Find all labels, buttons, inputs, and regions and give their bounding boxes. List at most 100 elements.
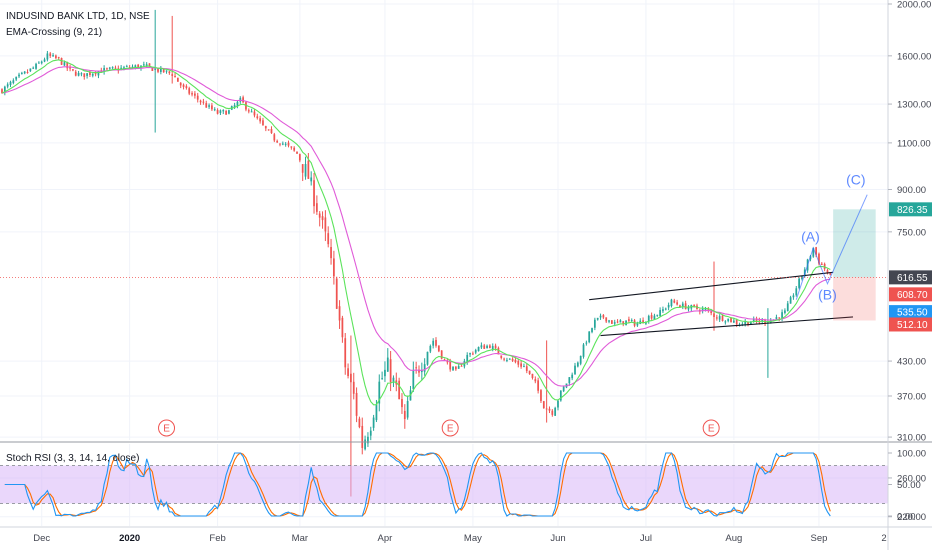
candle-body <box>106 68 108 70</box>
candle-body <box>37 62 40 64</box>
candle-body <box>786 303 789 312</box>
candle-body <box>579 355 582 364</box>
price-tag-label: 616.55 <box>897 273 928 284</box>
wave-label: (B) <box>818 287 837 303</box>
candle-body <box>679 305 681 308</box>
candle-body <box>588 331 591 343</box>
candle-body <box>511 358 514 361</box>
candle-body <box>420 370 423 373</box>
candle-body <box>43 59 46 62</box>
candle-body <box>818 253 820 264</box>
candle-body <box>330 247 332 259</box>
candle-body <box>616 321 619 323</box>
x-tick-label: Sep <box>811 533 828 544</box>
candle-body <box>710 311 713 314</box>
candle-body <box>426 351 429 365</box>
candle-body <box>188 88 191 94</box>
candle-body <box>523 366 525 368</box>
candle-body <box>724 321 727 323</box>
candle-body <box>443 359 446 361</box>
price-tag <box>889 270 932 285</box>
ema-fast-line <box>1 59 831 406</box>
candle-body <box>650 315 653 319</box>
symbol-title: INDUSIND BANK LTD, 1D, NSE <box>6 11 150 22</box>
candle-body <box>500 355 503 358</box>
candle-body <box>647 315 650 322</box>
candle-body <box>296 151 298 154</box>
candle-body <box>701 308 704 311</box>
candle-body <box>83 73 86 77</box>
candle-body <box>820 263 823 265</box>
candle-body <box>389 359 392 383</box>
candle-body <box>290 146 293 148</box>
candle-body <box>259 118 262 122</box>
candle-body <box>352 381 355 394</box>
candle-body <box>247 110 250 112</box>
candle-body <box>628 319 630 321</box>
candle-body <box>236 101 239 107</box>
candle-body <box>1 89 3 94</box>
target-profit-zone <box>833 209 876 278</box>
candle-body <box>619 320 622 323</box>
candle-body <box>514 359 517 363</box>
candle-body <box>49 53 52 56</box>
candle-body <box>301 164 304 173</box>
candle-body <box>114 67 117 69</box>
candle-body <box>418 369 420 373</box>
candle-body <box>46 53 49 60</box>
x-tick-label: Jul <box>640 533 652 544</box>
candle-body <box>242 97 244 103</box>
candle-body <box>315 203 318 212</box>
candle-body <box>205 103 208 108</box>
candle-body <box>559 390 562 401</box>
candle-body <box>182 84 185 87</box>
earnings-marker-label: E <box>163 424 170 435</box>
candle-body <box>721 315 724 321</box>
candle-body <box>57 57 60 59</box>
candle-body <box>194 93 196 96</box>
candle-body <box>548 408 551 411</box>
candle-body <box>659 310 661 317</box>
candle-body <box>179 82 182 86</box>
candle-body <box>673 300 676 303</box>
y-tick-label: 370.00 <box>897 391 926 402</box>
price-tag <box>889 287 932 302</box>
candle-body <box>154 68 157 70</box>
y-tick-label: 900.00 <box>897 185 926 196</box>
candle-body <box>457 366 460 369</box>
candle-body <box>508 358 511 360</box>
candle-body <box>545 408 548 410</box>
price-tag-label: 608.70 <box>897 290 928 301</box>
candle-body <box>367 436 369 444</box>
candle-body <box>6 84 9 87</box>
x-tick-label: Mar <box>292 533 308 544</box>
candle-body <box>574 365 576 375</box>
price-tag <box>889 305 932 320</box>
channel-upper-line <box>589 271 834 301</box>
candle-body <box>131 66 134 68</box>
earnings-marker <box>441 419 459 437</box>
candle-body <box>324 217 327 232</box>
y-tick-label: 220.00 <box>897 512 926 523</box>
candle-body <box>718 316 721 320</box>
earnings-marker <box>702 419 720 437</box>
candle-body <box>585 342 588 344</box>
candle-body <box>752 318 755 322</box>
candle-body <box>52 55 54 57</box>
candle-body <box>781 312 783 319</box>
candle-body <box>137 64 140 69</box>
candle-body <box>55 55 57 59</box>
candle-body <box>125 66 128 68</box>
candle-body <box>32 67 35 69</box>
candle-body <box>171 74 174 76</box>
candle-body <box>687 307 690 310</box>
candle-body <box>347 368 349 377</box>
target-loss-zone <box>833 277 876 321</box>
stoch-rsi-label: Stoch RSI (3, 3, 14, 14, close) <box>6 453 139 464</box>
candle-body <box>86 73 88 76</box>
candle-body <box>486 345 488 349</box>
candle-body <box>684 303 687 310</box>
candle-body <box>506 359 508 361</box>
candle-body <box>386 357 389 372</box>
